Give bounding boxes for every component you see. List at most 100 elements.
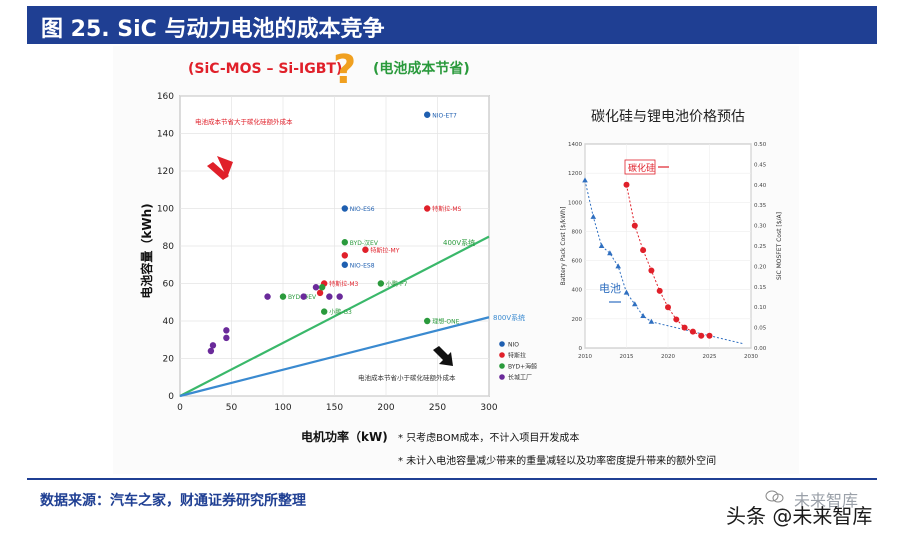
figure-panel: (SiC-MOS – Si-IGBT) ? (电池成本节省) 0 20 40 60 80… [113, 46, 799, 474]
data-point [223, 327, 230, 334]
figure-header: 图 25. SiC 与动力电池的成本竞争 [27, 6, 877, 44]
data-point [341, 205, 348, 212]
sic-point [698, 332, 705, 339]
data-point-label: NIO-ES8 [350, 262, 375, 269]
side-chart-title: 碳化硅与锂电池价格预估 [591, 109, 745, 125]
sic-label-box [624, 159, 656, 175]
data-point [424, 317, 431, 325]
annotation-bottom: 电池成本节省小于碳化硅额外成本 [358, 373, 456, 382]
sic-point [673, 316, 680, 323]
wechat-icon [765, 490, 784, 503]
side-y-right-tick: 0.15 [754, 285, 767, 291]
side-tick-labels: 0 200 400 600 800 1000 1200 1400 0.00 0.05 0.10 0.1… [568, 142, 767, 360]
banner-right: (电池成本节省) [373, 60, 470, 77]
main-y-tick-label: 60 [163, 280, 175, 290]
sic-point [681, 324, 688, 331]
legend-marker [499, 374, 505, 380]
data-point-label: NIO-ES6 [350, 206, 375, 213]
data-point-label: NIO-ET7 [432, 112, 457, 119]
label-800v: 800V系统 [493, 313, 525, 322]
sic-point [640, 247, 647, 254]
data-point-label: 理想-ONE [432, 318, 459, 326]
legend-label: 特斯拉 [508, 352, 526, 360]
side-y-left-tick: 1000 [568, 200, 582, 206]
data-point-label: 特斯拉-M3 [329, 280, 358, 288]
banner-left: (SiC-MOS – Si-IGBT) [188, 61, 342, 77]
data-point [377, 280, 385, 287]
legend-label: 长城工厂 [508, 374, 532, 382]
data-point-label: 小鹏-P7 [386, 280, 408, 288]
main-x-tick-label: 0 [177, 403, 183, 413]
side-y-left-tick: 0 [579, 346, 583, 352]
question-mark: ? [333, 47, 356, 93]
side-y-right-tick: 0.30 [754, 224, 767, 230]
red-arrow-head-icon [217, 156, 233, 178]
legend-label: BYD+海鲸 [508, 363, 537, 371]
main-x-tick-label: 100 [274, 403, 291, 413]
battery-point [582, 177, 588, 183]
data-point-label: 特斯拉-MS [432, 205, 461, 213]
sic-point [665, 304, 671, 311]
battery-point [640, 312, 646, 318]
side-y-left-tick: 600 [572, 259, 583, 265]
legend-marker [499, 363, 505, 369]
side-x-tick-label: 2020 [661, 354, 675, 360]
main-x-tick-label: 250 [429, 403, 446, 413]
side-y-right-tick: 0.35 [754, 203, 767, 209]
side-y-left-tick: 1400 [568, 142, 582, 148]
side-y-left-tick: 1200 [568, 171, 582, 177]
data-point [318, 284, 326, 291]
side-x-tick-label: 2030 [744, 354, 758, 360]
data-point [223, 334, 230, 342]
main-y-tick-label: 100 [157, 205, 174, 215]
voltage-line [179, 235, 490, 397]
main-data-points: NIO-ET7 NIO-ES6 NIO-ES8 特斯拉-MS 特斯拉-MY 特斯拉-M3 B… [207, 111, 462, 355]
side-label-sic: 碳化硅 [628, 162, 655, 174]
sic-point [689, 328, 696, 335]
data-point [326, 293, 333, 300]
data-point [279, 293, 287, 300]
legend-label: NIO [508, 342, 519, 349]
data-point [341, 252, 348, 259]
main-gridlines [179, 95, 490, 397]
battery-point [598, 243, 605, 248]
main-x-tick-label: 50 [226, 403, 238, 413]
note-2: * 未计入电池容量减少带来的重量减轻以及功率密度提升带来的额外空间 [398, 454, 716, 467]
side-y-right-tick: 0.25 [754, 244, 767, 250]
data-point [264, 293, 271, 300]
data-point [336, 293, 343, 300]
main-y-label: 电池容量（kWh) [139, 203, 154, 298]
legend-marker [499, 352, 505, 358]
figure-svg: (SiC-MOS – Si-IGBT) ? (电池成本节省) 0 20 40 60 80… [139, 47, 783, 467]
side-data-points [582, 166, 743, 345]
legend-marker [499, 341, 505, 347]
watermark-faint: 未来智库 [794, 491, 859, 510]
side-y-left-tick: 200 [572, 317, 583, 323]
battery-point [590, 213, 597, 219]
side-x-tick-label: 2010 [578, 354, 592, 360]
side-gridlines [584, 143, 752, 349]
side-trend-line [584, 180, 743, 345]
side-y-right-label: SiC MOSFET Cost [$/A] [776, 212, 783, 280]
sic-point [631, 222, 638, 229]
main-y-tick-label: 80 [163, 242, 175, 252]
main-tick-labels: 0 20 40 60 80 100 120 140 160 0 50 100 150 200 250 300 [157, 92, 498, 413]
battery-point [615, 263, 621, 269]
voltage-line [179, 316, 490, 398]
data-point [300, 293, 307, 300]
battery-point [632, 301, 638, 307]
side-y-left-tick: 400 [572, 288, 583, 294]
data-source: 数据来源：汽车之家，财通证券研究所整理 [40, 493, 306, 509]
main-x-tick-label: 300 [480, 403, 497, 413]
side-y-left-label: Battery Pack Cost [$/kWh] [560, 207, 567, 286]
side-y-right-tick: 0.45 [754, 162, 767, 168]
data-point [316, 289, 324, 297]
main-y-tick-label: 0 [168, 392, 174, 402]
side-y-right-tick: 0.05 [754, 326, 767, 332]
main-y-tick-label: 20 [163, 355, 175, 365]
data-point [424, 111, 431, 118]
side-x-tick-label: 2015 [620, 354, 634, 360]
data-point [362, 246, 369, 253]
sic-point [623, 181, 630, 188]
